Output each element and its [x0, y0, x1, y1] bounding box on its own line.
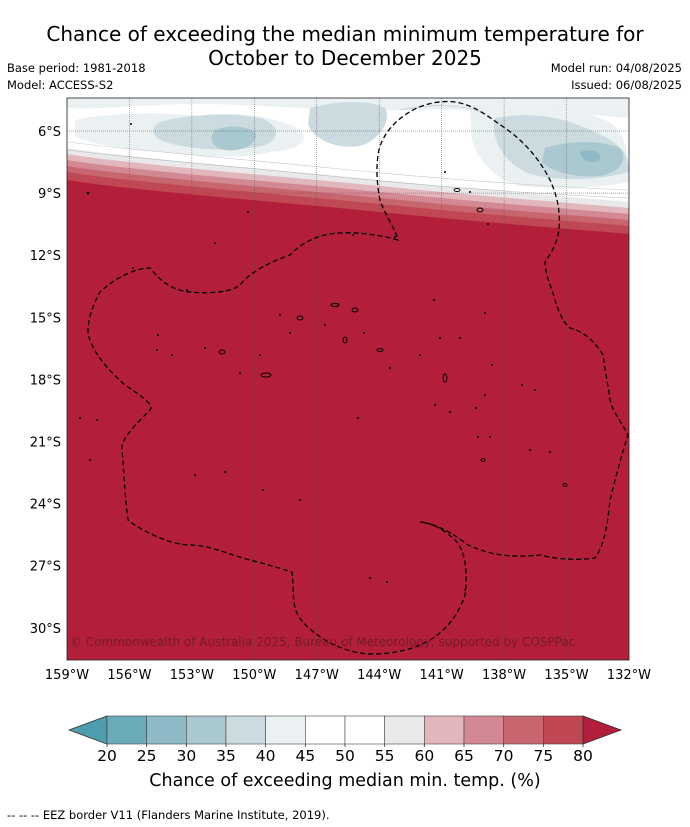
colorbar-tick-label: 80 — [573, 747, 593, 765]
model-name: Model: ACCESS-S2 — [7, 78, 114, 92]
colorbar-segment — [344, 715, 385, 745]
islands — [218, 188, 568, 487]
meta-left: Base period: 1981-2018 Model: ACCESS-S2 — [7, 60, 146, 94]
colorbar-segment — [305, 715, 346, 745]
colorbar-tick-label: 55 — [375, 747, 395, 765]
lat-label: 21°S — [30, 436, 61, 451]
lon-label: 147°W — [295, 668, 339, 683]
colorbar-segment — [186, 715, 227, 745]
map-plot-area: © Commonwealth of Australia 2025, Bureau… — [67, 98, 629, 660]
cool-patch-east-core — [542, 142, 624, 177]
lon-label: 132°W — [607, 668, 651, 683]
map-title: Chance of exceeding the median minimum t… — [0, 22, 690, 70]
longitude-labels: 159°W 156°W 153°W 150°W 147°W 144°W 141°W 138°W… — [45, 668, 651, 683]
copyright-text: © Commonwealth of Australia 2025, Bureau… — [70, 635, 575, 649]
island-dots — [79, 123, 551, 591]
colorbar-tick-label: 35 — [216, 747, 236, 765]
meta-right: Model run: 04/08/2025 Issued: 06/08/2025 — [551, 60, 682, 94]
colorbar-segment — [543, 715, 584, 745]
colorbar-segment — [146, 715, 187, 745]
colorbar-under-arrow — [67, 715, 108, 745]
colorbar-tick-label: 45 — [295, 747, 315, 765]
colorbar: 20 25 30 35 40 45 50 55 60 65 70 75 80 — [67, 715, 623, 765]
lat-label: 24°S — [30, 498, 61, 513]
colorbar-segment — [503, 715, 544, 745]
colorbar-segment — [424, 715, 465, 745]
cool-patch-east-deep — [580, 150, 601, 162]
colorbar-tick-label: 60 — [414, 747, 434, 765]
title-line-2: October to December 2025 — [208, 46, 482, 70]
lat-label: 9°S — [38, 187, 61, 202]
lon-label: 159°W — [45, 668, 89, 683]
lon-label: 144°W — [357, 668, 401, 683]
colorbar-over-arrow — [582, 715, 623, 745]
lon-label: 138°W — [482, 668, 526, 683]
lon-label: 150°W — [232, 668, 276, 683]
colorbar-label: Chance of exceeding median min. temp. (%… — [149, 771, 541, 791]
colorbar-segment — [225, 715, 266, 745]
lat-label: 30°S — [30, 622, 61, 637]
map-figure: © Commonwealth of Australia 2025, Bureau… — [30, 97, 651, 765]
colorbar-tick-label: 20 — [97, 747, 117, 765]
colorbar-segment — [384, 715, 425, 745]
colorbar-segment — [106, 715, 147, 745]
lon-label: 135°W — [544, 668, 588, 683]
contour-line — [67, 141, 629, 191]
eez-borders — [87, 100, 629, 655]
colorbar-tick-label: 40 — [256, 747, 276, 765]
colorbar-segment — [463, 715, 504, 745]
colorbar-segment — [265, 715, 306, 745]
colorbar-tick-label: 65 — [454, 747, 474, 765]
latitude-labels: 6°S 9°S 12°S 15°S 18°S 21°S 24°S 27°S 30°S — [30, 125, 61, 637]
lon-label: 156°W — [107, 668, 151, 683]
colorbar-tick-label: 25 — [137, 747, 157, 765]
cool-patch-center — [308, 102, 388, 147]
plot-frame — [66, 97, 630, 661]
lat-label: 12°S — [30, 249, 61, 264]
eez-border-main — [87, 100, 629, 655]
lat-label: 15°S — [30, 311, 61, 326]
title-line-1: Chance of exceeding the median minimum t… — [46, 22, 644, 46]
lat-label: 6°S — [38, 125, 61, 140]
contour-line — [399, 105, 481, 113]
cool-patch-west-core — [211, 126, 256, 151]
colorbar-tick-label: 30 — [176, 747, 196, 765]
colorbar-tick-label: 50 — [335, 747, 355, 765]
model-run: Model run: 04/08/2025 — [550, 61, 682, 75]
lon-label: 153°W — [170, 668, 214, 683]
lat-label: 27°S — [30, 560, 61, 575]
lon-label: 141°W — [420, 668, 464, 683]
base-period: Base period: 1981-2018 — [7, 61, 146, 75]
colorbar-tick-label: 70 — [494, 747, 514, 765]
eez-footnote: -- -- -- EEZ border V11 (Flanders Marine… — [7, 808, 330, 822]
colorbar-tick-label: 75 — [533, 747, 553, 765]
lat-label: 18°S — [30, 373, 61, 388]
issued-date: Issued: 06/08/2025 — [571, 78, 682, 92]
